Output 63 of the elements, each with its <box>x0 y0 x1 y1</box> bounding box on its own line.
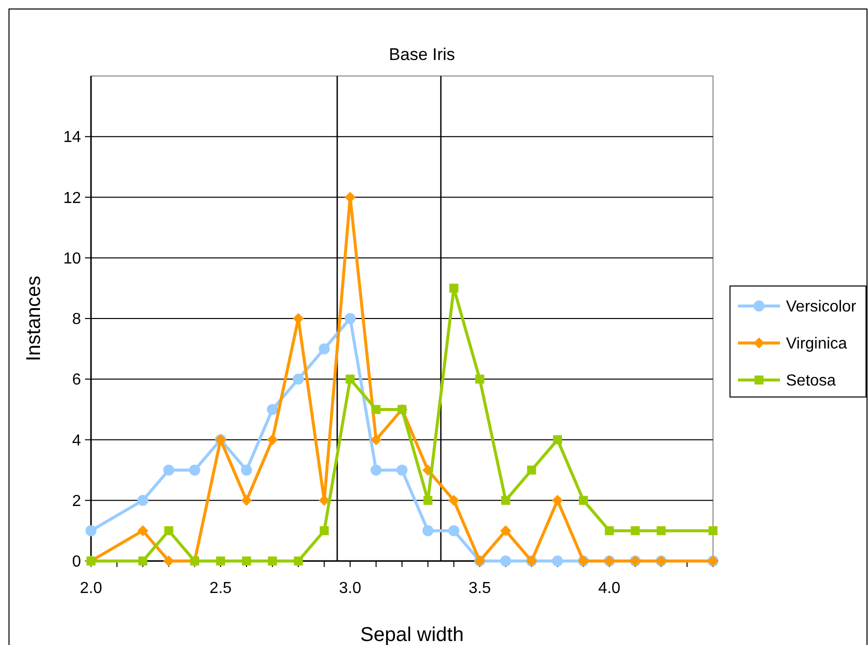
point <box>500 556 512 566</box>
point <box>266 434 278 446</box>
point <box>396 464 408 476</box>
point <box>137 525 148 536</box>
x-axis-title: Sepal width <box>360 624 464 645</box>
point <box>500 525 512 536</box>
point <box>266 404 278 415</box>
x-tick-label: 3.0 <box>339 580 362 597</box>
point <box>163 464 174 476</box>
point <box>370 434 382 446</box>
y-tick-label: 0 <box>72 554 82 571</box>
point <box>708 526 718 536</box>
point <box>318 343 330 354</box>
point <box>552 494 563 506</box>
y-tick-label: 6 <box>72 372 82 389</box>
point <box>268 556 277 566</box>
point <box>578 496 588 505</box>
point <box>372 404 381 414</box>
x-tick-label: 2.5 <box>209 580 232 597</box>
point <box>138 556 148 566</box>
point <box>242 556 251 566</box>
point <box>216 556 226 566</box>
x-tick-label: 2.0 <box>80 580 102 597</box>
point <box>292 313 304 324</box>
point <box>137 494 148 506</box>
y-tick-label: 8 <box>72 311 82 328</box>
point <box>163 556 174 566</box>
point <box>422 525 434 536</box>
point <box>501 496 510 505</box>
x-tick-label: 4.0 <box>598 580 621 597</box>
point <box>552 556 563 566</box>
y-tick-label: 4 <box>72 432 82 450</box>
point <box>630 526 640 536</box>
point <box>475 374 484 384</box>
y-axis-title: Instances <box>23 276 45 362</box>
x-tick-label: 3.5 <box>468 580 491 597</box>
point <box>449 284 458 293</box>
point <box>292 374 304 385</box>
point <box>423 496 432 505</box>
point <box>164 526 174 536</box>
legend-label: Versicolor <box>786 298 857 316</box>
point <box>189 464 200 476</box>
legend-label: Setosa <box>786 372 836 390</box>
y-tick-label: 14 <box>63 129 82 146</box>
point <box>656 526 666 536</box>
chart-title: Base Iris <box>388 45 456 64</box>
point <box>448 494 460 506</box>
point <box>241 494 252 506</box>
point <box>320 526 329 536</box>
y-tick-label: 12 <box>63 190 82 207</box>
point <box>553 435 562 444</box>
legend-label: Virginica <box>786 336 848 353</box>
point <box>346 374 355 384</box>
y-tick-label: 2 <box>72 492 82 510</box>
point <box>527 466 536 475</box>
point <box>448 525 460 536</box>
point <box>344 313 356 324</box>
point <box>241 464 252 476</box>
point <box>294 556 303 566</box>
point <box>370 464 382 476</box>
point <box>86 525 96 536</box>
y-tick-label: 10 <box>63 250 82 268</box>
point <box>604 526 614 536</box>
